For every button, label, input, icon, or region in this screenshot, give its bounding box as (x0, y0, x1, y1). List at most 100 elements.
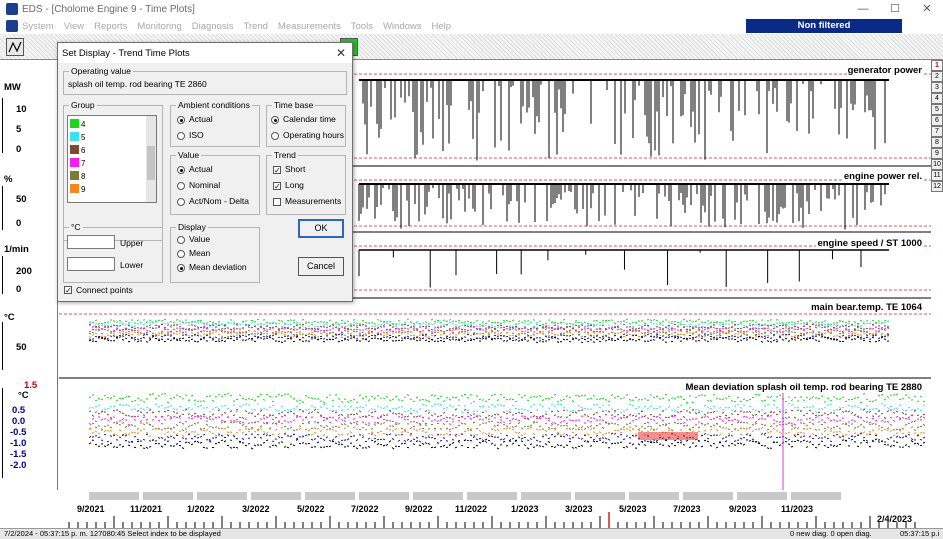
group-scrollbar[interactable] (146, 116, 156, 202)
menu-system[interactable]: System (22, 20, 54, 32)
dev-tick-0-0: 0.0 (12, 416, 26, 427)
menu-help[interactable]: Help (431, 20, 452, 32)
dev-tick-neg-2-0: -2.0 (10, 460, 27, 471)
trend-plot-icon[interactable] (6, 38, 24, 56)
ambient-label: Ambient conditions (176, 100, 252, 110)
close-window-button[interactable]: ✕ (922, 3, 932, 15)
time-label: 11/2023 (781, 504, 814, 514)
time-label: 9/2021 (77, 504, 105, 514)
display-value-radio[interactable] (177, 236, 185, 244)
index-7[interactable]: 7 (931, 126, 943, 137)
lower-limit-input[interactable] (67, 257, 115, 271)
y-axis-panel: MW 10 5 0 % 50 0 1/min 200 0 °C 50 1.5 °… (0, 60, 58, 490)
menu-reports[interactable]: Reports (94, 20, 128, 32)
rpm-tick-0: 0 (16, 284, 22, 295)
group-color-swatch (70, 171, 79, 180)
group-color-swatch (70, 145, 79, 154)
trend-short-checkbox[interactable]: ✓ (273, 166, 281, 175)
index-9[interactable]: 9 (931, 148, 943, 159)
plot-label-mean-deviation: Mean deviation splash oil temp. rod bear… (684, 382, 923, 393)
time-base-label: Time base (272, 100, 316, 110)
value-actual-label: Actual (189, 164, 213, 174)
window-controls: — ☐ ✕ (847, 0, 943, 18)
menu-tools[interactable]: Tools (350, 20, 373, 32)
calendar-time-radio[interactable] (271, 116, 279, 124)
group-label: Group (69, 100, 97, 110)
mw-unit: MW (4, 82, 21, 93)
trend-label: Trend (272, 150, 298, 160)
group-item[interactable]: 5 (70, 132, 85, 143)
display-value-label: Value (189, 234, 211, 244)
operating-hours-label: Operating hours (283, 130, 344, 140)
app-icon (6, 3, 18, 15)
mw-tick-10: 10 (16, 104, 27, 115)
plot-label-engine-speed: engine speed / ST 1000 (816, 238, 923, 249)
index-2[interactable]: 2 (931, 71, 943, 82)
index-4[interactable]: 4 (931, 93, 943, 104)
trend-long-checkbox[interactable]: ✓ (273, 182, 281, 191)
group-item[interactable]: 6 (70, 145, 85, 156)
index-8[interactable]: 8 (931, 137, 943, 148)
index-12[interactable]: 12 (931, 181, 943, 192)
cancel-button[interactable]: Cancel (298, 257, 344, 276)
trend-measurements-checkbox[interactable] (273, 198, 281, 206)
ambient-iso-radio[interactable] (177, 132, 185, 140)
group-color-swatch (70, 119, 79, 128)
menu-diagnosis[interactable]: Diagnosis (191, 20, 234, 32)
dev-ticks (2, 388, 10, 478)
index-selector: 1 2 3 4 5 6 7 8 9 10 11 12 (931, 60, 943, 220)
index-5[interactable]: 5 (931, 104, 943, 115)
plot-label-engine-power-rel: engine power rel. (842, 171, 923, 182)
upper-limit-input[interactable] (67, 235, 115, 249)
value-label: Value (176, 150, 202, 160)
operating-value-group: Operating value splash oil temp. rod bea… (63, 66, 347, 95)
menu-view[interactable]: View (63, 20, 85, 32)
menu-trend[interactable]: Trend (243, 20, 268, 32)
plot-label-generator-power: generator power (846, 65, 923, 76)
pct-unit: % (4, 174, 13, 185)
value-nominal-radio[interactable] (177, 182, 185, 190)
menu-monitoring[interactable]: Monitoring (137, 20, 182, 32)
rpm-ticks (2, 256, 10, 294)
scroll-thumb[interactable] (147, 146, 155, 180)
lower-label: Lower (120, 260, 144, 270)
calendar-time-label: Calendar time (283, 114, 336, 124)
group-item[interactable]: 8 (70, 171, 85, 182)
dev-tick-neg-1-0: -1.0 (10, 438, 27, 449)
index-11[interactable]: 11 (931, 170, 943, 181)
display-mean-deviation-radio[interactable] (177, 264, 185, 272)
menu-measurements[interactable]: Measurements (277, 20, 341, 32)
ambient-actual-radio[interactable] (177, 116, 185, 124)
connect-points-checkbox[interactable]: ✓ (64, 286, 72, 295)
group-color-swatch (70, 184, 79, 193)
display-mean-radio[interactable] (177, 250, 185, 258)
menu-windows[interactable]: Windows (382, 20, 422, 32)
index-3[interactable]: 3 (931, 82, 943, 93)
limits-group: °C (63, 222, 163, 283)
pct-ticks (2, 186, 10, 230)
time-base-group: Time base Calendar time Operating hours (266, 100, 346, 147)
ok-button[interactable]: OK (298, 219, 344, 238)
group-item[interactable]: 4 (70, 119, 85, 130)
temp-unit: °C (4, 312, 15, 323)
index-6[interactable]: 6 (931, 115, 943, 126)
maximize-button[interactable]: ☐ (890, 3, 900, 15)
operating-hours-radio[interactable] (271, 132, 279, 140)
dialog-title-bar: Set Display - Trend Time Plots (58, 43, 352, 63)
time-label: 5/2023 (619, 504, 647, 514)
dev-top-value: 1.5 (24, 380, 38, 391)
index-1[interactable]: 1 (931, 60, 943, 71)
minimize-button[interactable]: — (857, 3, 869, 15)
ambient-iso-label: ISO (189, 130, 204, 140)
value-actual-radio[interactable] (177, 166, 185, 174)
app-menu-icon[interactable] (6, 20, 18, 32)
pct-tick-0: 0 (16, 218, 22, 229)
dialog-close-button[interactable]: ✕ (335, 46, 346, 60)
value-delta-radio[interactable] (177, 198, 185, 206)
group-item[interactable]: 7 (70, 158, 85, 169)
group-listbox[interactable]: 4 5 6 7 8 9 (67, 115, 157, 203)
group-item[interactable]: 9 (70, 184, 85, 195)
time-axis-ticks (68, 492, 916, 528)
index-10[interactable]: 10 (931, 159, 943, 170)
mw-ticks (2, 98, 10, 153)
